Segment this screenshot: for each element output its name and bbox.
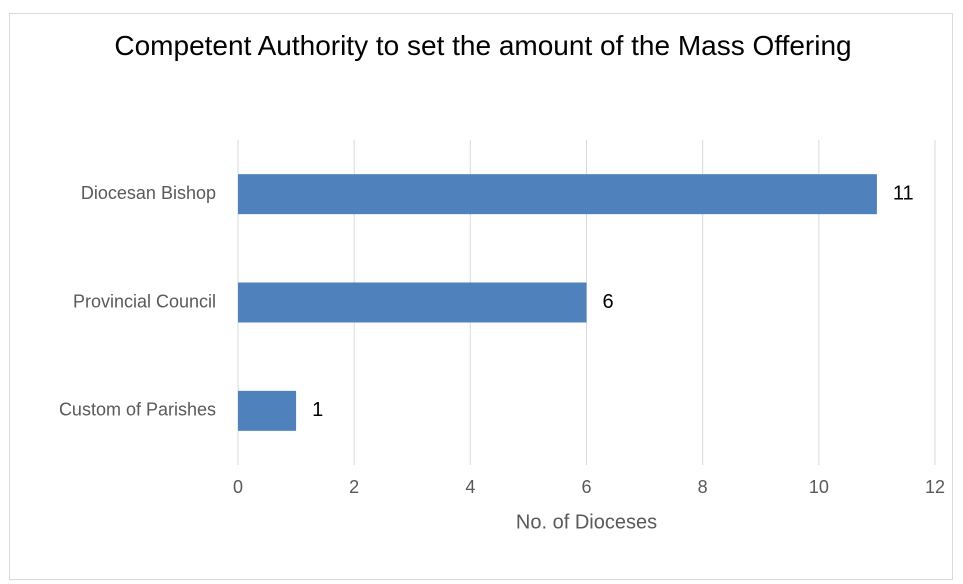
x-tick-label: 12 [925, 477, 945, 497]
x-tick-label: 10 [809, 477, 829, 497]
data-label: 6 [603, 291, 614, 313]
x-tick-label: 2 [349, 477, 359, 497]
category-label: Provincial Council [73, 291, 216, 311]
data-label: 1 [312, 399, 323, 421]
category-label: Diocesan Bishop [81, 183, 216, 203]
data-label: 11 [893, 182, 914, 204]
bar [238, 282, 587, 323]
x-tick-label: 6 [581, 477, 591, 497]
bars [238, 174, 877, 431]
category-labels: Diocesan Bishop Provincial Council Custom … [59, 183, 216, 420]
x-tick-labels: 0 2 4 6 8 10 12 [233, 477, 945, 497]
x-tick-label: 0 [233, 477, 243, 497]
chart-title: Competent Authority to set the amount of… [114, 30, 852, 61]
x-tick-label: 8 [698, 477, 708, 497]
bar [238, 390, 297, 431]
x-tick-label: 4 [465, 477, 475, 497]
data-labels: 11 6 1 [312, 182, 914, 421]
x-axis-title: No. of Dioceses [516, 511, 657, 533]
category-label: Custom of Parishes [59, 400, 216, 420]
bar [238, 174, 877, 215]
